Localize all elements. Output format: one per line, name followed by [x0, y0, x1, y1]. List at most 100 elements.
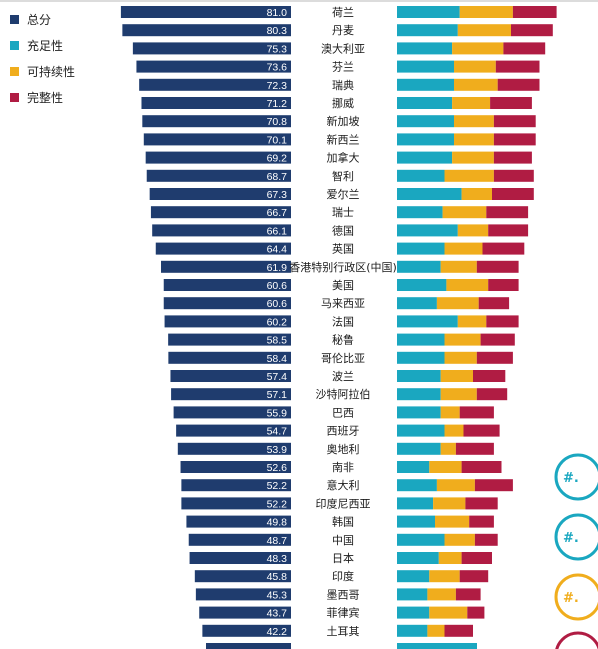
component-segment [454, 133, 494, 146]
side-badge-ring [555, 631, 598, 649]
legend-item: 可持续性 [10, 58, 75, 84]
legend-item: 总分 [10, 6, 75, 32]
total-score-label: 80.3 [267, 25, 288, 37]
legend-item: 完整性 [10, 84, 75, 110]
total-score-label: 69.2 [267, 153, 288, 165]
country-label: 奥地利 [327, 442, 360, 456]
component-segment [474, 479, 513, 492]
component-segment [444, 351, 477, 364]
total-score-bar [136, 60, 291, 73]
component-segment [452, 151, 494, 164]
side-badge-text: #. [563, 471, 579, 486]
total-score-bar [145, 151, 291, 164]
total-score-label: 57.1 [267, 389, 288, 401]
country-label: 马来西亚 [321, 297, 365, 310]
component-segment [459, 570, 489, 583]
component-segment [397, 479, 437, 492]
side-badge-text: #. [563, 591, 579, 606]
total-score-bar [143, 133, 291, 146]
total-score-label: 49.8 [267, 517, 288, 529]
top-frame-line [0, 0, 598, 2]
component-segment [452, 42, 504, 55]
legend-swatch [10, 92, 19, 102]
component-segment [490, 97, 532, 109]
component-segment [440, 260, 477, 273]
component-segment [397, 115, 454, 128]
country-label: 中国 [332, 534, 354, 547]
total-score-label: 45.3 [267, 589, 288, 601]
total-score-label: 60.6 [267, 280, 288, 292]
total-score-bar [188, 533, 291, 546]
side-badge-ring [554, 513, 598, 561]
component-segment [397, 242, 445, 255]
component-segment [397, 260, 441, 273]
total-score-label: 75.3 [267, 43, 288, 55]
component-segment [397, 533, 445, 546]
legend: 总分充足性 可持续性完整性 [10, 6, 75, 110]
component-segment [482, 242, 525, 255]
total-score-label: 48.7 [267, 535, 288, 547]
component-segment [397, 133, 454, 146]
total-score-bar [171, 388, 291, 401]
total-score-label: 43.7 [267, 608, 288, 620]
country-label: 菲律宾 [327, 606, 360, 620]
component-segment [473, 370, 506, 382]
side-badge-text: #. [563, 531, 579, 546]
country-label: 韩国 [332, 515, 354, 529]
component-segment [440, 442, 456, 455]
side-badge-ring [554, 453, 598, 501]
total-score-label: 73.6 [267, 62, 288, 74]
component-segment [397, 442, 441, 455]
component-segment [486, 206, 529, 219]
component-segment [444, 169, 494, 182]
component-segment [444, 533, 475, 546]
total-score-bar [173, 406, 291, 419]
component-segment [463, 424, 500, 437]
component-segment [444, 333, 481, 346]
country-label: 意大利 [327, 478, 360, 492]
legend-label: 完整性 [27, 90, 64, 105]
total-score-label: 52.2 [267, 498, 288, 510]
component-segment [397, 206, 443, 219]
country-label: 英国 [332, 242, 354, 256]
component-segment [444, 424, 464, 437]
component-segment [488, 279, 519, 291]
component-segment [467, 606, 485, 619]
component-segment [397, 497, 434, 510]
component-segment [495, 60, 540, 73]
component-segment [397, 570, 430, 583]
legend-label: 总分 [27, 12, 52, 27]
component-segment [461, 461, 502, 473]
component-segment [465, 497, 498, 510]
country-label: 哥伦比亚 [321, 351, 365, 365]
total-score-bar [180, 461, 291, 473]
country-label: 挪威 [332, 96, 354, 110]
country-label: 瑞士 [332, 205, 354, 219]
total-score-bar [152, 224, 291, 237]
component-segment [455, 442, 494, 455]
country-label: 美国 [332, 279, 354, 292]
component-segment [455, 588, 481, 601]
legend-item: 充足性 [10, 32, 75, 58]
component-segment [397, 606, 430, 619]
component-segment [397, 224, 458, 237]
component-segment [397, 588, 428, 601]
component-segment [457, 224, 489, 237]
total-score-label: 81.0 [267, 7, 288, 19]
country-label: 印度尼西亚 [316, 496, 371, 510]
component-segment [433, 497, 466, 510]
country-label: 加拿大 [327, 151, 360, 165]
total-score-bar [181, 497, 291, 510]
country-label: 智利 [332, 169, 354, 183]
country-label: 南非 [332, 461, 354, 474]
component-segment [397, 24, 458, 37]
total-score-label: 48.3 [267, 553, 288, 565]
component-segment [503, 42, 546, 55]
country-label: 土耳其 [327, 625, 360, 638]
component-segment [397, 515, 435, 528]
total-score-bar [163, 279, 291, 291]
total-score-label: 72.3 [267, 80, 288, 92]
total-score-label: 42.2 [267, 626, 288, 638]
component-segment [493, 133, 536, 146]
component-segment [397, 279, 447, 291]
